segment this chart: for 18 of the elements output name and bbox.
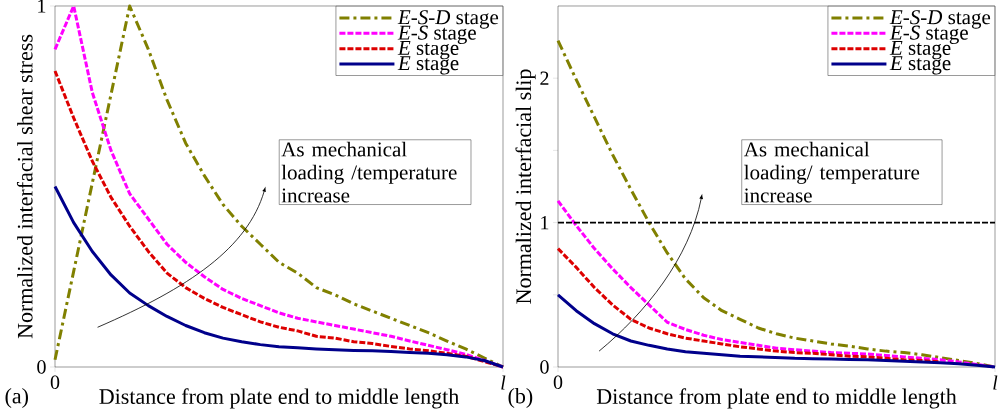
y-tick-label: 0 <box>540 360 549 374</box>
y-tick-label: 1 <box>38 0 46 13</box>
text: (b) <box>508 388 533 408</box>
x-tick-label: l <box>501 375 506 390</box>
x-tick-label: 0 <box>553 375 563 390</box>
x-axis-title: Distance from plate end to middle length <box>596 388 957 409</box>
x-tick-label: l <box>993 375 998 390</box>
text: (a) <box>5 388 28 408</box>
line-series <box>556 247 942 364</box>
annotation: As mechanical loading/ temperature increase <box>743 141 920 203</box>
y-tick-label: 1 <box>541 216 549 230</box>
line-series <box>53 185 505 369</box>
annotation: As mechanical loading /temperature increase <box>281 141 457 203</box>
x-axis-title: Distance from plate end to middle length <box>99 388 459 409</box>
y-tick-label: 2 <box>540 71 549 85</box>
y-axis-title: Normalized interfacial shear stress <box>16 34 33 339</box>
x-tick-label: 0 <box>50 375 60 390</box>
y-axis-title: Normalized interfacial slip <box>515 69 536 304</box>
